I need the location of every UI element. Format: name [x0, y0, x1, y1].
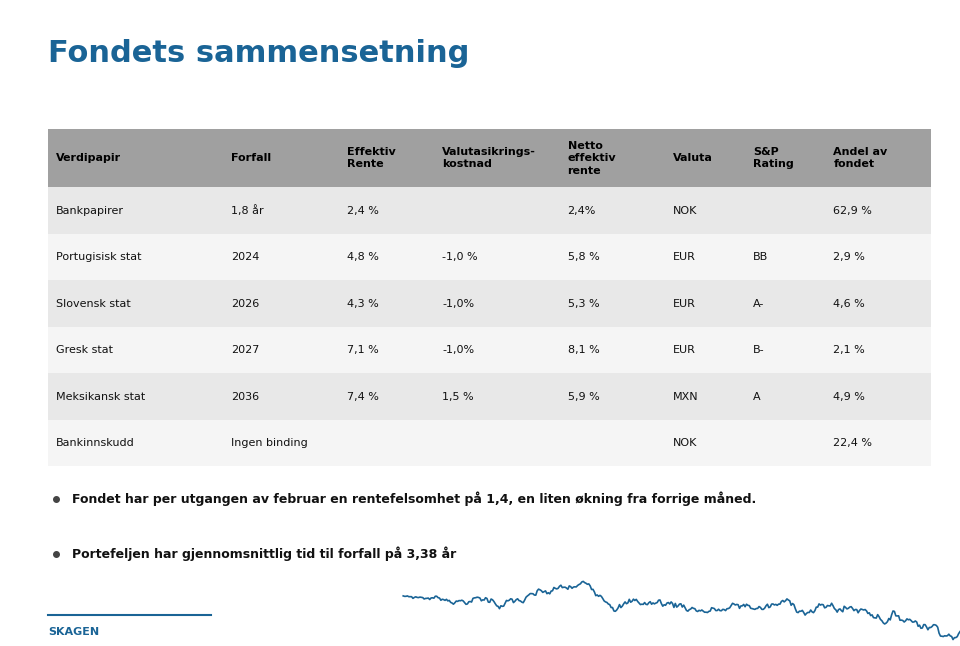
Text: Bankpapirer: Bankpapirer — [56, 205, 124, 216]
Text: Netto
effektiv
rente: Netto effektiv rente — [567, 141, 616, 176]
Text: 2,9 %: 2,9 % — [833, 252, 865, 262]
Text: EUR: EUR — [673, 345, 696, 355]
Text: Fondet har per utgangen av februar en rentefelsomhet på 1,4, en liten økning fra: Fondet har per utgangen av februar en re… — [72, 492, 756, 506]
Text: 2,4%: 2,4% — [567, 205, 596, 216]
Text: NOK: NOK — [673, 438, 697, 448]
FancyBboxPatch shape — [48, 420, 931, 466]
Text: Gresk stat: Gresk stat — [56, 345, 112, 355]
Text: 4,9 %: 4,9 % — [833, 391, 865, 402]
Text: Valutasikrings-
kostnad: Valutasikrings- kostnad — [442, 147, 536, 169]
Text: Effektiv
Rente: Effektiv Rente — [347, 147, 396, 169]
Text: 2,4 %: 2,4 % — [347, 205, 378, 216]
Text: Forfall: Forfall — [231, 153, 272, 163]
Text: SKAGEN: SKAGEN — [48, 627, 99, 636]
Text: 1,5 %: 1,5 % — [442, 391, 473, 402]
Text: 2,1 %: 2,1 % — [833, 345, 865, 355]
FancyBboxPatch shape — [48, 234, 931, 280]
Text: Andel av
fondet: Andel av fondet — [833, 147, 888, 169]
Text: 5,9 %: 5,9 % — [567, 391, 599, 402]
Text: 2026: 2026 — [231, 298, 259, 309]
FancyBboxPatch shape — [48, 280, 931, 327]
Text: -1,0 %: -1,0 % — [442, 252, 478, 262]
Text: EUR: EUR — [673, 298, 696, 309]
Text: 1,8 år: 1,8 år — [231, 205, 264, 216]
Text: -1,0%: -1,0% — [442, 298, 474, 309]
Text: 7,4 %: 7,4 % — [347, 391, 378, 402]
Text: Meksikansk stat: Meksikansk stat — [56, 391, 145, 402]
Text: BB: BB — [754, 252, 768, 262]
Text: Valuta: Valuta — [673, 153, 712, 163]
Text: 4,8 %: 4,8 % — [347, 252, 378, 262]
Text: 62,9 %: 62,9 % — [833, 205, 873, 216]
Text: -1,0%: -1,0% — [442, 345, 474, 355]
Text: NOK: NOK — [673, 205, 697, 216]
Text: Ingen binding: Ingen binding — [231, 438, 308, 448]
Text: 2027: 2027 — [231, 345, 260, 355]
Text: 7,1 %: 7,1 % — [347, 345, 378, 355]
Text: 4,3 %: 4,3 % — [347, 298, 378, 309]
FancyBboxPatch shape — [48, 327, 931, 373]
Text: A-: A- — [754, 298, 764, 309]
Text: Slovensk stat: Slovensk stat — [56, 298, 131, 309]
Text: EUR: EUR — [673, 252, 696, 262]
Text: 2024: 2024 — [231, 252, 260, 262]
FancyBboxPatch shape — [48, 187, 931, 234]
Text: 5,8 %: 5,8 % — [567, 252, 599, 262]
Text: 2036: 2036 — [231, 391, 259, 402]
Text: Portugisisk stat: Portugisisk stat — [56, 252, 141, 262]
Text: Verdipapir: Verdipapir — [56, 153, 121, 163]
FancyBboxPatch shape — [48, 373, 931, 420]
Text: 8,1 %: 8,1 % — [567, 345, 599, 355]
Text: Fondets sammensetning: Fondets sammensetning — [48, 39, 469, 68]
Text: 5,3 %: 5,3 % — [567, 298, 599, 309]
Text: A: A — [754, 391, 761, 402]
Text: 4,6 %: 4,6 % — [833, 298, 865, 309]
FancyBboxPatch shape — [48, 129, 931, 187]
Text: Portefeljen har gjennomsnittlig tid til forfall på 3,38 år: Portefeljen har gjennomsnittlig tid til … — [72, 547, 456, 561]
Text: B-: B- — [754, 345, 765, 355]
Text: 22,4 %: 22,4 % — [833, 438, 873, 448]
Text: Bankinnskudd: Bankinnskudd — [56, 438, 134, 448]
Text: S&P
Rating: S&P Rating — [754, 147, 794, 169]
Text: MXN: MXN — [673, 391, 699, 402]
